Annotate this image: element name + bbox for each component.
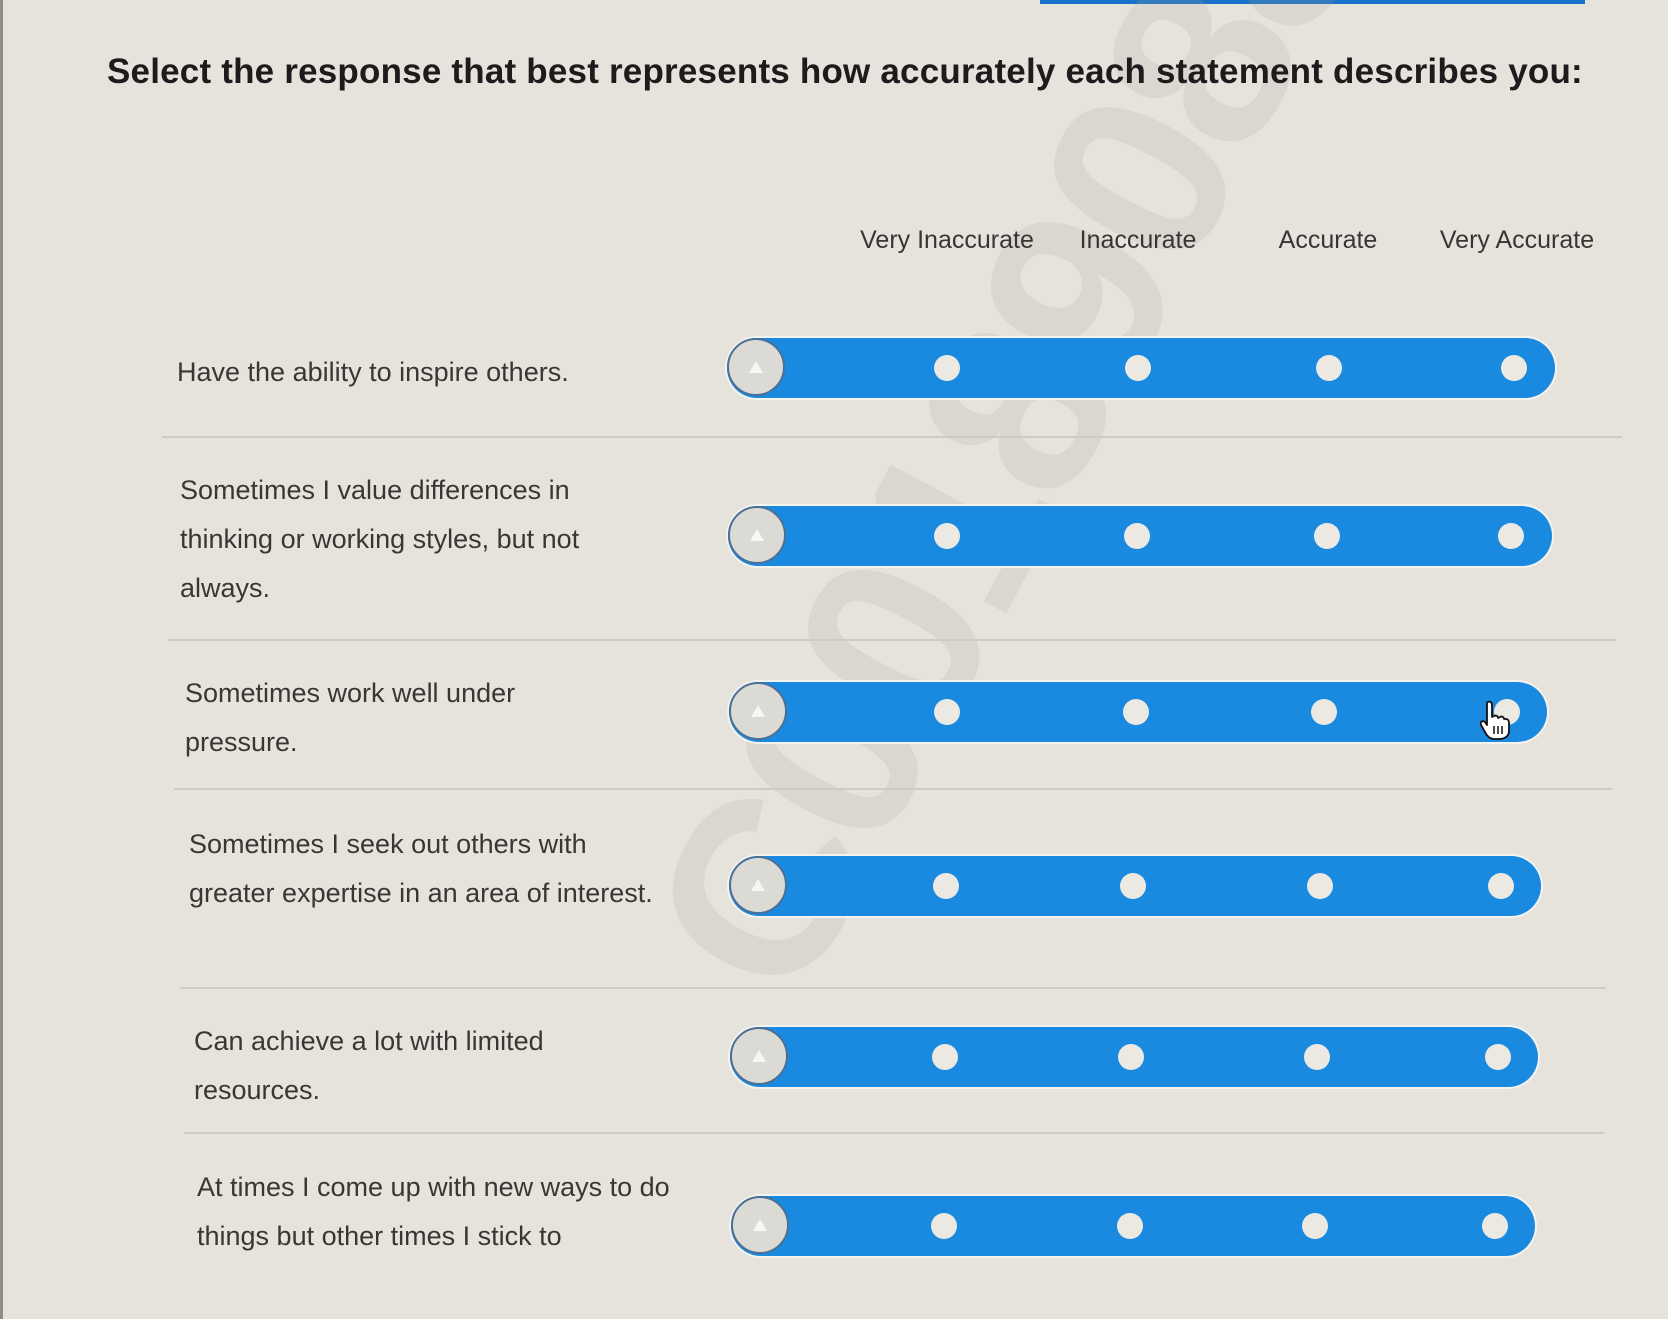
column-header-very-inaccurate: Very Inaccurate: [860, 226, 1034, 254]
column-header-accurate: Accurate: [1278, 226, 1378, 254]
option-very-accurate[interactable]: [1482, 1213, 1508, 1239]
caret-up-icon: [750, 529, 764, 541]
option-very-accurate[interactable]: [1501, 355, 1527, 381]
statement-3: Sometimes work well under pressure.: [185, 678, 516, 757]
option-very-inaccurate[interactable]: [933, 873, 959, 899]
statement-2: Sometimes I value differences in thinkin…: [180, 475, 580, 603]
option-very-inaccurate[interactable]: [934, 523, 960, 549]
likert-slider-3[interactable]: [729, 682, 1547, 742]
likert-slider-2[interactable]: [728, 506, 1552, 566]
option-inaccurate[interactable]: [1124, 523, 1150, 549]
column-header-very-accurate: Very Accurate: [1439, 226, 1595, 254]
option-inaccurate[interactable]: [1117, 1213, 1143, 1239]
row-divider: [184, 1132, 1604, 1134]
hand-pointer-icon: [1479, 700, 1510, 740]
option-accurate[interactable]: [1316, 355, 1342, 381]
top-progress-bar: [1040, 0, 1585, 4]
row-divider: [168, 639, 1616, 641]
column-header-inaccurate: Inaccurate: [1079, 226, 1197, 254]
option-accurate[interactable]: [1311, 699, 1337, 725]
option-accurate[interactable]: [1304, 1044, 1330, 1070]
caret-up-icon: [749, 361, 763, 373]
option-very-inaccurate[interactable]: [934, 699, 960, 725]
option-accurate[interactable]: [1314, 523, 1340, 549]
option-accurate[interactable]: [1302, 1213, 1328, 1239]
likert-slider-4[interactable]: [729, 856, 1541, 916]
option-very-inaccurate[interactable]: [934, 355, 960, 381]
option-inaccurate[interactable]: [1125, 355, 1151, 381]
row-divider: [180, 987, 1606, 989]
option-inaccurate[interactable]: [1118, 1044, 1144, 1070]
option-accurate[interactable]: [1307, 873, 1333, 899]
option-very-accurate[interactable]: [1488, 873, 1514, 899]
caret-up-icon: [753, 1219, 767, 1231]
slider-handle[interactable]: [729, 682, 787, 740]
slider-handle[interactable]: [728, 506, 786, 564]
likert-slider-5[interactable]: [730, 1027, 1538, 1087]
caret-up-icon: [752, 1050, 766, 1062]
option-very-accurate[interactable]: [1498, 523, 1524, 549]
slider-handle[interactable]: [730, 1027, 788, 1085]
page-title: Select the response that best represents…: [107, 52, 1583, 91]
statement-6: At times I come up with new ways to do t…: [197, 1172, 670, 1251]
option-very-accurate[interactable]: [1485, 1044, 1511, 1070]
statement-1: Have the ability to inspire others.: [177, 357, 569, 387]
option-very-inaccurate[interactable]: [931, 1213, 957, 1239]
window-edge: [0, 0, 3, 1319]
slider-handle[interactable]: [727, 338, 785, 396]
caret-up-icon: [751, 705, 765, 717]
likert-slider-6[interactable]: [731, 1196, 1535, 1256]
statement-4: Sometimes I seek out others with greater…: [189, 829, 653, 908]
slider-handle[interactable]: [731, 1196, 789, 1254]
statement-5: Can achieve a lot with limited resources…: [194, 1026, 544, 1105]
row-divider: [174, 788, 1612, 790]
option-inaccurate[interactable]: [1123, 699, 1149, 725]
option-very-inaccurate[interactable]: [932, 1044, 958, 1070]
caret-up-icon: [751, 879, 765, 891]
slider-handle[interactable]: [729, 856, 787, 914]
likert-slider-1[interactable]: [727, 338, 1555, 398]
row-divider: [162, 436, 1622, 438]
option-inaccurate[interactable]: [1120, 873, 1146, 899]
